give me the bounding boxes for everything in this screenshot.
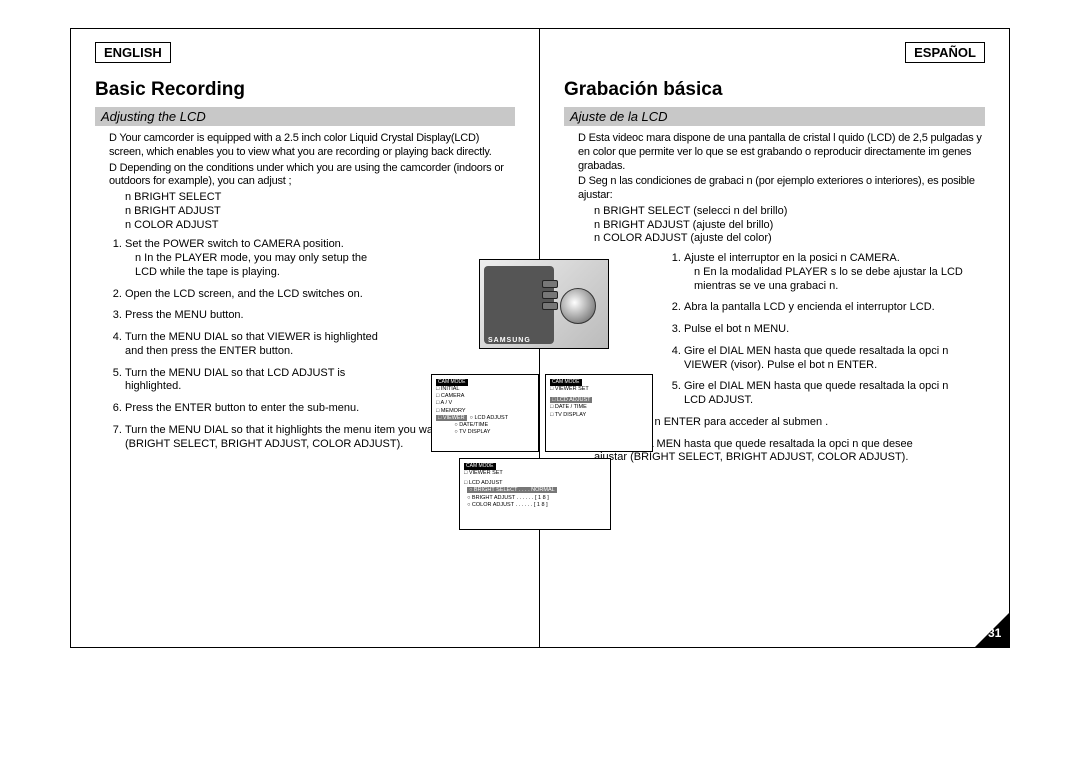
menu-header: CAM MODE <box>550 379 582 386</box>
intro-para-1-es: D Esta videoc mara dispone de una pantal… <box>578 132 985 173</box>
steps-list-es: Ajuste el interruptor en la posici n CAM… <box>684 252 985 465</box>
menu-line: ○ BRIGHT ADJUST . . . . . . [ 1 8 ] <box>464 495 606 502</box>
menu-line: ○ DATE/TIME <box>436 422 534 429</box>
menu-line: □ TV DISPLAY <box>550 412 648 419</box>
step-es: Pulse el bot n MENU. <box>684 323 964 337</box>
section-title-es: Grabación básica <box>564 79 985 101</box>
menu-line: ○ TV DISPLAY <box>436 429 534 436</box>
brand-label: SAMSUNG <box>488 337 531 344</box>
english-column: ENGLISH Basic Recording Adjusting the LC… <box>71 29 540 647</box>
menu-line: □ VIEWER SET <box>464 470 606 477</box>
menu-line: □ VIEWER SET <box>550 386 648 393</box>
menu-line: □ DATE / TIME <box>550 404 648 411</box>
menu-line-highlighted: ○ BRIGHT SELECT . . . . NORMAL <box>464 487 606 494</box>
step-es: Ajuste el interruptor en la posici n CAM… <box>684 252 985 293</box>
menu-screenshot-1: CAM MODE □ INITIAL □ CAMERA □ A / V □ ME… <box>431 374 539 452</box>
step-en: Open the LCD screen, and the LCD switche… <box>125 288 380 302</box>
menu-line: ○ COLOR ADJUST . . . . . . [ 1 8 ] <box>464 502 606 509</box>
menu-line-highlighted: □ VIEWER <box>436 415 467 421</box>
step-note: n En la modalidad PLAYER s lo se debe aj… <box>694 266 974 294</box>
step-es: Gire el DIAL MEN hasta que quede resalta… <box>684 380 964 408</box>
menu-line: □ VIEWER ○ LCD ADJUST <box>436 415 534 422</box>
menu-line: □ INITIAL <box>436 386 534 393</box>
manual-page: ENGLISH Basic Recording Adjusting the LC… <box>70 28 1010 648</box>
menu-line: □ CAMERA <box>436 393 534 400</box>
bullet-es: n BRIGHT ADJUST (ajuste del brillo) <box>594 219 985 233</box>
bullet-en: n COLOR ADJUST <box>125 219 515 233</box>
bullet-es: n COLOR ADJUST (ajuste del color) <box>594 232 985 246</box>
menu-line-highlighted: □ LCD ADJUST <box>550 397 648 404</box>
step-es: Abra la pantalla LCD y encienda el inter… <box>684 301 964 315</box>
step-en: Turn the MENU DIAL so that VIEWER is hig… <box>125 331 380 359</box>
page-number: 31 <box>988 626 1001 640</box>
step-text: Set the POWER switch to CAMERA position. <box>125 238 344 250</box>
menu-screenshots: CAM MODE □ INITIAL □ CAMERA □ A / V □ ME… <box>431 374 661 530</box>
language-tag-spanish: ESPAÑOL <box>905 42 985 63</box>
step-en: Set the POWER switch to CAMERA position.… <box>125 238 515 279</box>
intro-para-2-en: D Depending on the conditions under whic… <box>109 162 515 190</box>
menu-header: CAM MODE <box>436 379 468 386</box>
section-title-en: Basic Recording <box>95 79 515 101</box>
menu-line: □ LCD ADJUST <box>464 480 606 487</box>
page-number-corner: 31 <box>974 612 1010 648</box>
bullet-en: n BRIGHT ADJUST <box>125 205 515 219</box>
step-note: n In the PLAYER mode, you may only setup… <box>135 252 390 280</box>
subheading-es: Ajuste de la LCD <box>564 107 985 126</box>
bullet-en: n BRIGHT SELECT <box>125 191 515 205</box>
step-es: Gire el DIAL MEN hasta que quede resalta… <box>684 345 964 373</box>
menu-line: □ A / V <box>436 400 534 407</box>
spanish-column: ESPAÑOL Grabación básica Ajuste de la LC… <box>540 29 1009 647</box>
step-en: Turn the MENU DIAL so that LCD ADJUST is… <box>125 367 380 395</box>
intro-para-2-es: D Seg n las condiciones de grabaci n (po… <box>578 175 985 203</box>
intro-para-1-en: D Your camcorder is equipped with a 2.5 … <box>109 132 515 160</box>
menu-header: CAM MODE <box>464 463 496 470</box>
language-tag-english: ENGLISH <box>95 42 171 63</box>
menu-screenshot-2: CAM MODE □ VIEWER SET □ LCD ADJUST □ DAT… <box>545 374 653 452</box>
bullet-es: n BRIGHT SELECT (selecci n del brillo) <box>594 205 985 219</box>
step-en: Press the MENU button. <box>125 309 380 323</box>
menu-line: □ MEMORY <box>436 408 534 415</box>
menu-screenshot-3: CAM MODE □ VIEWER SET □ LCD ADJUST ○ BRI… <box>459 458 611 530</box>
step-text: Ajuste el interruptor en la posici n CAM… <box>684 252 900 264</box>
subheading-en: Adjusting the LCD <box>95 107 515 126</box>
